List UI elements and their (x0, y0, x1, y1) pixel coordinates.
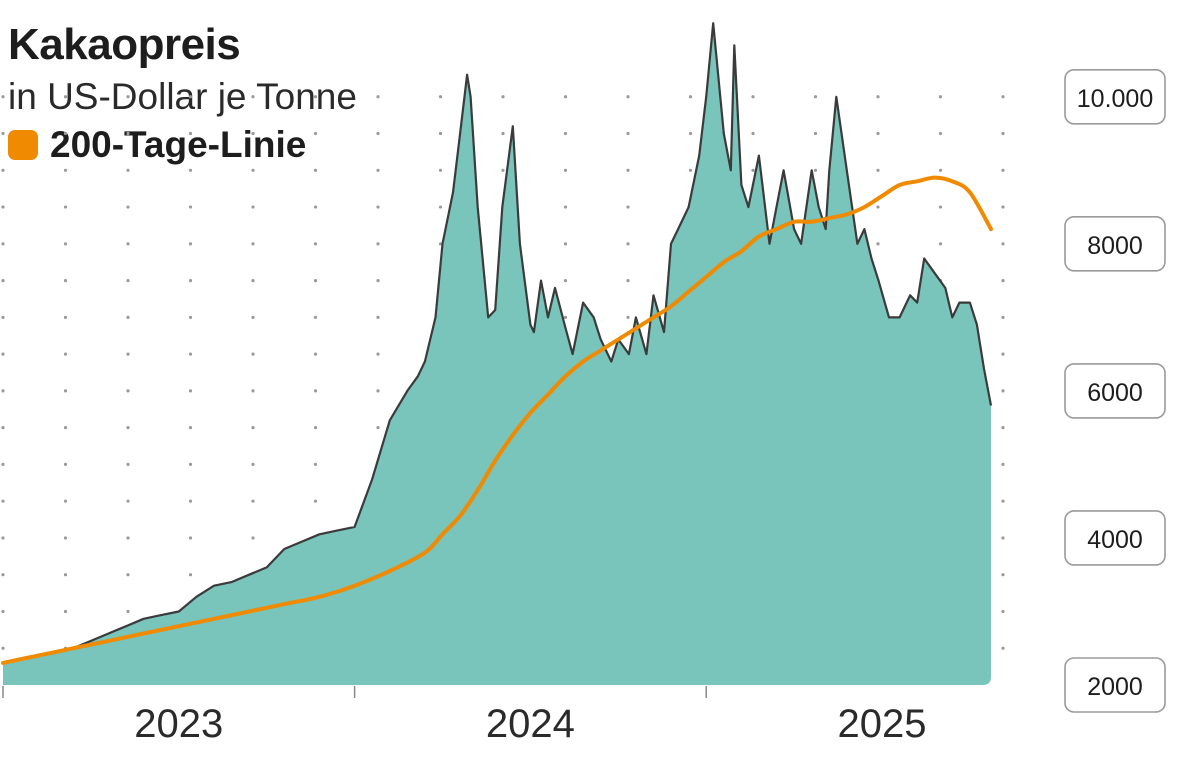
y-tick-label-8000: 8000 (1064, 216, 1166, 272)
x-tick-label-2025: 2025 (838, 702, 927, 746)
y-tick-label-6000: 6000 (1064, 363, 1166, 419)
x-axis: 2023 2024 2025 (2, 686, 927, 746)
y-tick-label-text: 2000 (1087, 673, 1143, 701)
x-tick-label-2024: 2024 (486, 702, 575, 746)
y-tick-label-2000: 2000 (1064, 657, 1166, 713)
legend: 200-Tage-Linie (8, 124, 306, 166)
legend-swatch-moving-average (8, 130, 38, 160)
y-tick-label-10000: 10.000 (1064, 69, 1166, 125)
y-tick-label-text: 10.000 (1077, 85, 1153, 113)
y-tick-label-text: 6000 (1087, 379, 1143, 407)
y-tick-label-4000: 4000 (1064, 510, 1166, 566)
plot-area (1, 22, 993, 685)
y-tick-label-box (1064, 69, 1166, 125)
y-tick-label-box (1064, 510, 1166, 566)
y-axis-labels: 10.000 8000 6000 4000 2000 (1064, 69, 1166, 713)
y-tick-label-box (1064, 363, 1166, 419)
price-area (3, 23, 991, 685)
y-tick-label-text: 8000 (1087, 232, 1143, 260)
legend-label-moving-average: 200-Tage-Linie (50, 124, 307, 165)
moving-average-line (1, 175, 993, 665)
x-tick-label-2023: 2023 (134, 702, 223, 746)
y-tick-label-box (1064, 657, 1166, 713)
price-line (2, 22, 993, 664)
chart-title: Kakaopreis (8, 20, 241, 69)
y-tick-label-text: 4000 (1087, 526, 1143, 554)
y-tick-label-box (1064, 216, 1166, 272)
